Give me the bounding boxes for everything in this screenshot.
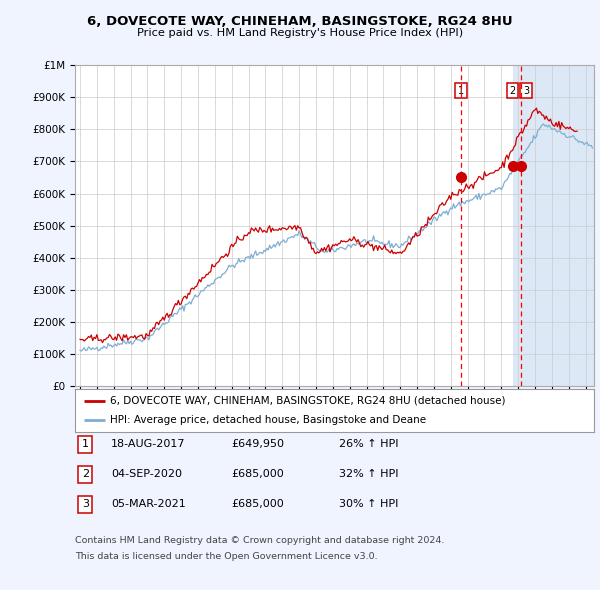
Text: 30% ↑ HPI: 30% ↑ HPI: [339, 500, 398, 509]
Text: 6, DOVECOTE WAY, CHINEHAM, BASINGSTOKE, RG24 8HU (detached house): 6, DOVECOTE WAY, CHINEHAM, BASINGSTOKE, …: [110, 396, 506, 406]
Text: 3: 3: [82, 500, 89, 509]
Text: £649,950: £649,950: [231, 440, 284, 449]
Bar: [512, 65, 594, 386]
Text: £685,000: £685,000: [231, 500, 284, 509]
Text: 32% ↑ HPI: 32% ↑ HPI: [339, 470, 398, 479]
Text: Price paid vs. HM Land Registry's House Price Index (HPI): Price paid vs. HM Land Registry's House …: [137, 28, 463, 38]
Text: 26% ↑ HPI: 26% ↑ HPI: [339, 440, 398, 449]
Text: 18-AUG-2017: 18-AUG-2017: [111, 440, 185, 449]
Text: 04-SEP-2020: 04-SEP-2020: [111, 470, 182, 479]
Text: 1: 1: [458, 86, 464, 96]
Text: HPI: Average price, detached house, Basingstoke and Deane: HPI: Average price, detached house, Basi…: [110, 415, 427, 425]
Text: 2: 2: [509, 86, 516, 96]
Text: 3: 3: [523, 86, 529, 96]
Text: 6, DOVECOTE WAY, CHINEHAM, BASINGSTOKE, RG24 8HU: 6, DOVECOTE WAY, CHINEHAM, BASINGSTOKE, …: [87, 15, 513, 28]
Text: This data is licensed under the Open Government Licence v3.0.: This data is licensed under the Open Gov…: [75, 552, 377, 560]
Text: 1: 1: [82, 440, 89, 449]
Text: Contains HM Land Registry data © Crown copyright and database right 2024.: Contains HM Land Registry data © Crown c…: [75, 536, 445, 545]
Text: 2: 2: [82, 470, 89, 479]
Text: 05-MAR-2021: 05-MAR-2021: [111, 500, 186, 509]
Text: £685,000: £685,000: [231, 470, 284, 479]
